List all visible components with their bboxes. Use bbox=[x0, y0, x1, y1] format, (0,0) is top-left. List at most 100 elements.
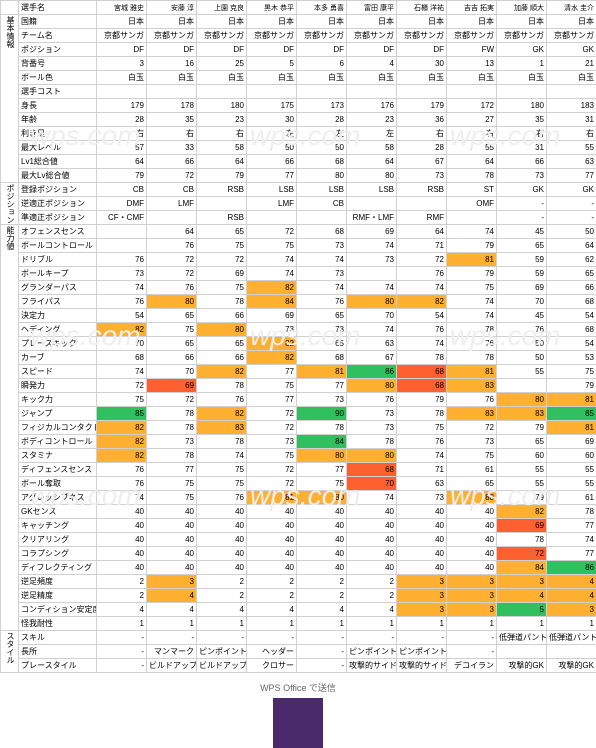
data-cell: 82 bbox=[197, 365, 247, 379]
data-cell: 京都サンガ bbox=[497, 29, 547, 43]
data-cell: 64 bbox=[547, 239, 596, 253]
data-cell: 54 bbox=[547, 337, 596, 351]
row-label: クリアリング bbox=[19, 533, 97, 547]
data-cell: 67 bbox=[397, 155, 447, 169]
data-cell: 69 bbox=[147, 379, 197, 393]
row-label: 逆足精度 bbox=[19, 589, 97, 603]
data-cell: 75 bbox=[547, 365, 596, 379]
data-cell: 40 bbox=[347, 533, 397, 547]
row-label: ボールキープ bbox=[19, 267, 97, 281]
data-cell: 40 bbox=[397, 533, 447, 547]
data-cell: 65 bbox=[497, 435, 547, 449]
data-cell: 72 bbox=[397, 253, 447, 267]
data-cell: 54 bbox=[397, 309, 447, 323]
data-cell: 80 bbox=[147, 295, 197, 309]
data-cell: 1 bbox=[497, 617, 547, 631]
data-cell: 62 bbox=[547, 253, 596, 267]
data-cell: 54 bbox=[547, 309, 596, 323]
data-cell: RSB bbox=[197, 183, 247, 197]
data-cell: 72 bbox=[247, 225, 297, 239]
data-cell: - bbox=[447, 631, 497, 645]
data-cell: 白玉 bbox=[97, 71, 147, 85]
data-cell: 50 bbox=[297, 141, 347, 155]
data-cell: 4 bbox=[97, 603, 147, 617]
data-cell: 40 bbox=[397, 547, 447, 561]
data-cell: RSB bbox=[197, 211, 247, 225]
player-stats-table: 選手名宮城 雅史安藤 淳上園 克良黒木 恭平本多 勇喜富田 康平石櫃 洋祐吉吉 … bbox=[0, 0, 596, 673]
data-cell: 76 bbox=[397, 435, 447, 449]
data-cell: 78 bbox=[447, 169, 497, 183]
data-cell: 69 bbox=[247, 309, 297, 323]
row-label: 怪我耐性 bbox=[19, 617, 97, 631]
data-cell: 京都サンガ bbox=[347, 29, 397, 43]
data-cell: 83 bbox=[497, 407, 547, 421]
data-cell: 180 bbox=[197, 99, 247, 113]
data-cell: 攻撃的サイドバック bbox=[347, 659, 397, 673]
row-label: ポジション bbox=[19, 43, 97, 57]
row-label: 長所 bbox=[19, 645, 97, 659]
data-cell: 72 bbox=[147, 253, 197, 267]
data-cell: 50 bbox=[247, 141, 297, 155]
data-cell bbox=[297, 211, 347, 225]
data-cell: 78 bbox=[147, 421, 197, 435]
data-cell: 81 bbox=[447, 365, 497, 379]
data-cell: 64 bbox=[97, 155, 147, 169]
data-cell: 68 bbox=[297, 351, 347, 365]
data-cell: 81 bbox=[447, 253, 497, 267]
data-cell: - bbox=[297, 631, 347, 645]
data-cell: 攻撃的GK bbox=[497, 659, 547, 673]
data-cell: 66 bbox=[197, 351, 247, 365]
data-cell: - bbox=[297, 659, 347, 673]
data-cell: 3 bbox=[147, 575, 197, 589]
data-cell: - bbox=[97, 659, 147, 673]
data-cell: 82 bbox=[97, 449, 147, 463]
row-label: カーブ bbox=[19, 351, 97, 365]
data-cell: 69 bbox=[347, 225, 397, 239]
data-cell: 72 bbox=[447, 421, 497, 435]
data-cell: 右 bbox=[397, 127, 447, 141]
data-cell: 40 bbox=[147, 547, 197, 561]
data-cell: LSB bbox=[297, 183, 347, 197]
data-cell: DF bbox=[297, 43, 347, 57]
data-cell: 74 bbox=[97, 365, 147, 379]
data-cell: 73 bbox=[97, 267, 147, 281]
data-cell: 27 bbox=[447, 113, 497, 127]
data-cell: 75 bbox=[147, 477, 197, 491]
data-cell: - bbox=[497, 197, 547, 211]
data-cell: - bbox=[547, 211, 596, 225]
qr-code bbox=[273, 698, 323, 748]
row-label: キック力 bbox=[19, 393, 97, 407]
row-label: ヘディング bbox=[19, 323, 97, 337]
data-cell: FW bbox=[447, 43, 497, 57]
data-cell: 33 bbox=[147, 141, 197, 155]
data-cell: LMF bbox=[247, 197, 297, 211]
data-cell: 日本 bbox=[197, 15, 247, 29]
row-label: 利き足 bbox=[19, 127, 97, 141]
data-cell: 73 bbox=[397, 169, 447, 183]
data-cell: 76 bbox=[197, 393, 247, 407]
row-label: ジャンプ bbox=[19, 407, 97, 421]
data-cell: 40 bbox=[247, 533, 297, 547]
data-cell: マンマーク bbox=[147, 645, 197, 659]
data-cell: 74 bbox=[297, 281, 347, 295]
data-cell: 40 bbox=[97, 561, 147, 575]
data-cell: 76 bbox=[197, 491, 247, 505]
row-label: スピード bbox=[19, 365, 97, 379]
data-cell: 50 bbox=[547, 225, 596, 239]
data-cell: - bbox=[97, 645, 147, 659]
data-cell: 74 bbox=[297, 253, 347, 267]
data-cell: 77 bbox=[547, 547, 596, 561]
data-cell: 68 bbox=[397, 365, 447, 379]
data-cell: DF bbox=[247, 43, 297, 57]
data-cell bbox=[547, 645, 596, 659]
data-cell: 77 bbox=[247, 393, 297, 407]
row-label: オフェンスセンス bbox=[19, 225, 97, 239]
data-cell: 72 bbox=[147, 393, 197, 407]
data-cell: 72 bbox=[197, 253, 247, 267]
data-cell: 73 bbox=[297, 267, 347, 281]
data-cell: 白玉 bbox=[247, 71, 297, 85]
data-cell: 3 bbox=[97, 57, 147, 71]
data-cell: 73 bbox=[297, 323, 347, 337]
data-cell: - bbox=[97, 631, 147, 645]
data-cell: 76 bbox=[97, 253, 147, 267]
